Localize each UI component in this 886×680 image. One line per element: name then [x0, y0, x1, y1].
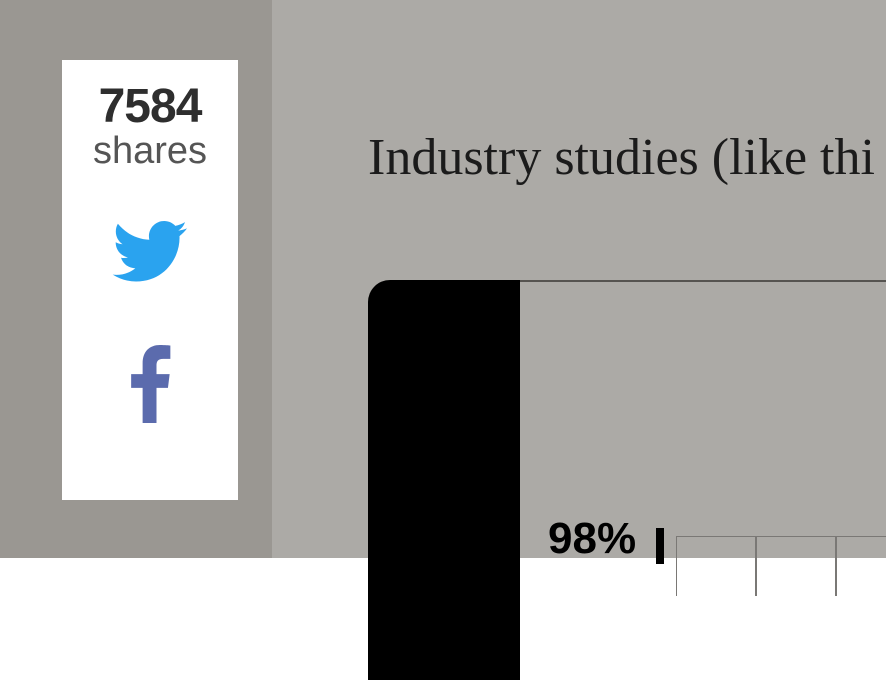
chart-tick — [656, 528, 664, 564]
twitter-icon[interactable] — [112, 221, 188, 283]
chart-percent-label: 98% — [548, 514, 636, 564]
facebook-icon[interactable] — [128, 345, 172, 423]
chart-baseline — [520, 280, 886, 282]
content-panel: Industry studies (like thi 98% — [272, 0, 886, 558]
chart-primary-bar — [368, 280, 520, 680]
chart-segment — [676, 536, 756, 596]
chart-segment — [836, 536, 886, 596]
share-label: shares — [93, 130, 207, 173]
share-card: 7584 shares — [62, 60, 238, 500]
chart-segment — [756, 536, 836, 596]
section-heading: Industry studies (like thi — [368, 128, 875, 187]
share-icons — [112, 221, 188, 423]
chart-area: 98% — [368, 280, 886, 558]
share-count: 7584 — [99, 82, 202, 132]
